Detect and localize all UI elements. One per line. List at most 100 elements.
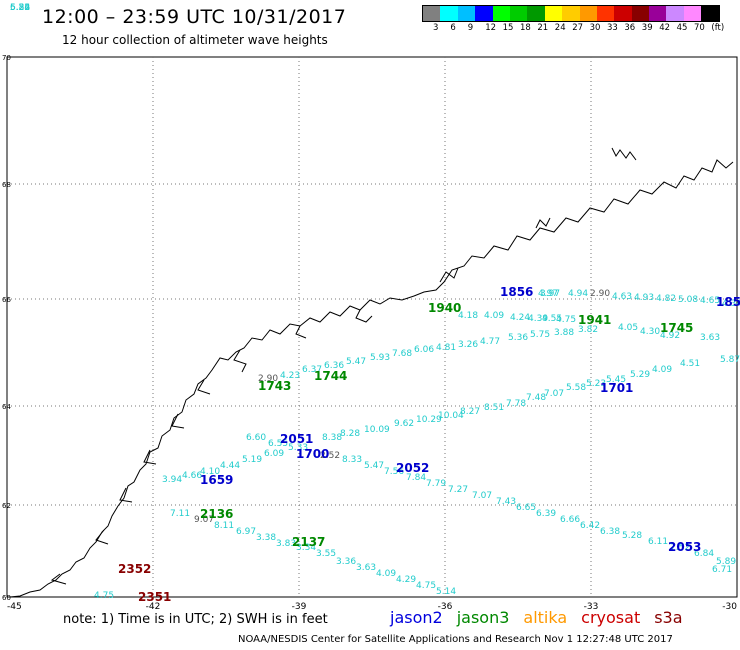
swh-value-label: 9.07: [194, 515, 214, 525]
lat-tick-label: 62: [2, 502, 11, 510]
pass-time-label: 2136: [200, 507, 233, 521]
swh-value-label: 10.29: [416, 415, 442, 425]
map-title: 12:00 – 23:59 UTC 10/31/2017: [42, 6, 347, 28]
color-scale-label: 6: [450, 23, 456, 33]
color-swatch: [423, 6, 441, 21]
swh-value-label: 5.08: [678, 295, 698, 305]
swh-value-label: 4.10: [200, 467, 220, 477]
lat-tick-label: 68: [2, 181, 11, 189]
swh-value-label: 5.36: [508, 333, 528, 343]
color-scale-label: 45: [676, 23, 688, 33]
pass-time-label: 1940: [428, 301, 461, 315]
swh-value-label: 7.79: [426, 479, 446, 489]
swh-value-label: 2.52: [320, 451, 340, 461]
swh-value-label: 6.06: [414, 345, 434, 355]
pass-time-label: 1701: [600, 381, 633, 395]
swh-value-label: 6.66: [560, 515, 580, 525]
satellite-legend-item: jason3: [456, 608, 510, 627]
swh-value-label: 7.48: [526, 393, 546, 403]
swh-value-label: 7.07: [544, 389, 564, 399]
color-scale-label: 27: [572, 23, 584, 33]
satellite-legend-item: cryosat: [581, 608, 641, 627]
swh-value-label: 4.34: [722, 299, 740, 309]
swh-value-label: 4.92: [660, 331, 680, 341]
swh-track-labels: 4.97 4.94 2.90 4.63 4.93 4.82 5.083.974.65 4.34…: [10, 3, 740, 601]
swh-value-label: 6.37: [302, 365, 322, 375]
lat-tick-label: 70: [2, 54, 11, 62]
swh-value-label: 6.97: [236, 527, 256, 537]
swh-value-label: 4.24: [510, 313, 530, 323]
swh-value-label: 3.38: [256, 533, 276, 543]
map-subtitle: 12 hour collection of altimeter wave hei…: [62, 33, 328, 47]
swh-value-label: 6.71: [712, 565, 732, 575]
color-swatch: [649, 6, 667, 21]
pass-time-labels: 1856194019411745185174317441701205117002…: [118, 285, 740, 604]
swh-value-label: 3.36: [336, 557, 356, 567]
color-swatch: [457, 6, 476, 21]
swh-value-label: 3.83: [276, 539, 296, 549]
swh-value-label: 5.28: [622, 531, 642, 541]
swh-value-label: 4.55: [542, 314, 562, 324]
color-scale-label: 21: [537, 23, 549, 33]
swh-value-label: 3.94: [162, 475, 182, 485]
swh-value-label: 5.14: [436, 587, 456, 597]
swh-value-label: 5.29: [630, 370, 650, 380]
swh-value-label: 4.75: [416, 581, 436, 591]
color-scale-label: 9: [467, 23, 474, 33]
swh-value-label: 8.27: [460, 407, 480, 417]
swh-value-label: 7.52: [670, 543, 690, 553]
color-scale-labels: 3 6 9 12 15 18 21 24 27 30 33 36 39 42 45 70 (ft): [422, 23, 740, 33]
swh-value-label: 8.51: [484, 403, 504, 413]
lon-tick-label: -45: [7, 602, 22, 612]
lon-tick-label: -42: [146, 602, 161, 612]
map-frame: [6, 56, 738, 598]
swh-value-label: 8.28: [340, 429, 360, 439]
swh-value-label: 4.66: [182, 471, 202, 481]
swh-value-label: 5.84: [10, 3, 30, 13]
swh-value-label: 8.11: [214, 521, 234, 531]
color-scale-label: 18: [520, 23, 531, 33]
swh-value-label: 4.30: [640, 327, 660, 337]
swh-value-label: 4.94: [568, 289, 588, 299]
color-scale-label: 30: [589, 23, 601, 33]
swh-value-label: 4.51: [680, 359, 700, 369]
color-scale-label: 33: [607, 23, 618, 33]
color-scale-bar: [422, 5, 720, 22]
footer-note: note: 1) Time is in UTC; 2) SWH is in fe…: [63, 612, 328, 627]
color-swatch: [509, 6, 528, 21]
swh-value-label: 5.19: [242, 455, 262, 465]
pass-time-label: 1856: [500, 285, 533, 299]
swh-value-label: 7.56: [384, 467, 404, 477]
swh-value-label: 5.33: [288, 443, 308, 453]
swh-value-label: 6.36: [324, 361, 344, 371]
swh-value-label: 5.23: [586, 379, 606, 389]
satellite-legend-item: s3a: [654, 608, 683, 627]
pass-time-label: 2351: [138, 590, 171, 604]
swh-value-label: 5.22: [10, 3, 30, 13]
color-scale-label: 70: [694, 23, 705, 33]
swh-value-label: 3.55: [316, 549, 336, 559]
color-scale-label: 15: [502, 23, 514, 33]
swh-value-label: 4.93: [634, 293, 654, 303]
pass-time-label: 1659: [200, 473, 233, 487]
satellite-legend-item: jason2: [390, 608, 443, 627]
pass-time-label: 1745: [660, 321, 693, 335]
swh-value-label: 3.63: [356, 563, 376, 573]
swh-value-label: 6.42: [580, 521, 600, 531]
swh-value-label: 3.82: [578, 325, 598, 335]
swh-value-label: 3.97: [540, 289, 560, 299]
color-swatch: [614, 6, 632, 21]
swh-value-label: 2.90: [258, 374, 278, 384]
color-swatch: [475, 6, 493, 21]
swh-value-label: 6.65: [516, 503, 536, 513]
swh-value-label: 4.82: [656, 294, 676, 304]
satellite-legend: jason2 jason3 altika cryosat s3a: [390, 608, 697, 627]
pass-time-label: 2053: [668, 540, 701, 554]
color-swatch: [492, 6, 510, 21]
pass-time-label: 185: [716, 295, 740, 309]
swh-value-label: 6.52: [10, 3, 30, 13]
lon-tick-label: -30: [722, 602, 737, 612]
lon-tick-label: -33: [584, 602, 599, 612]
swh-value-label: 4.75: [556, 315, 576, 325]
swh-value-label: 6.11: [648, 537, 668, 547]
